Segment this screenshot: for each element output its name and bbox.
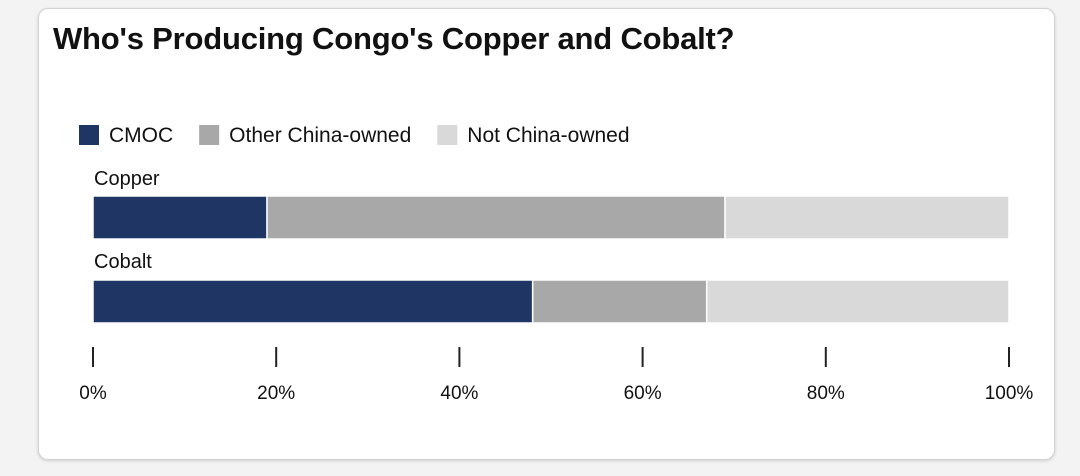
- bar-copper-segment-2: [724, 195, 1010, 240]
- bar-cobalt-segment-0: [92, 279, 534, 324]
- legend-swatch-2: [437, 125, 458, 145]
- bar-copper-segment-0: [92, 195, 268, 240]
- x-tick-label-4: 80%: [807, 383, 845, 404]
- x-tick-label-3: 60%: [624, 383, 662, 404]
- category-label-0: Copper: [94, 168, 160, 190]
- bar-cobalt-segment-2: [705, 279, 1010, 324]
- bar-cobalt-segment-1: [531, 279, 708, 324]
- x-tick-label-1: 20%: [257, 383, 295, 404]
- bar-copper-segment-1: [266, 195, 726, 240]
- x-tick-label-0: 0%: [79, 383, 107, 404]
- category-label-1: Cobalt: [94, 251, 152, 273]
- chart-title: Who's Producing Congo's Copper and Cobal…: [53, 21, 735, 56]
- stacked-bar-chart: CMOC Other China-owned Not China-owned Copp…: [79, 124, 1034, 404]
- legend-swatch-0: [79, 125, 99, 145]
- legend-label-2: Not China-owned: [467, 124, 629, 147]
- x-tick-label-2: 40%: [440, 383, 478, 404]
- legend-label-1: Other China-owned: [229, 124, 411, 147]
- x-tick-label-5: 100%: [985, 383, 1034, 404]
- legend-label-0: CMOC: [109, 124, 173, 147]
- chart-card: Who's Producing Congo's Copper and Cobal…: [38, 8, 1055, 460]
- legend-swatch-1: [199, 125, 220, 145]
